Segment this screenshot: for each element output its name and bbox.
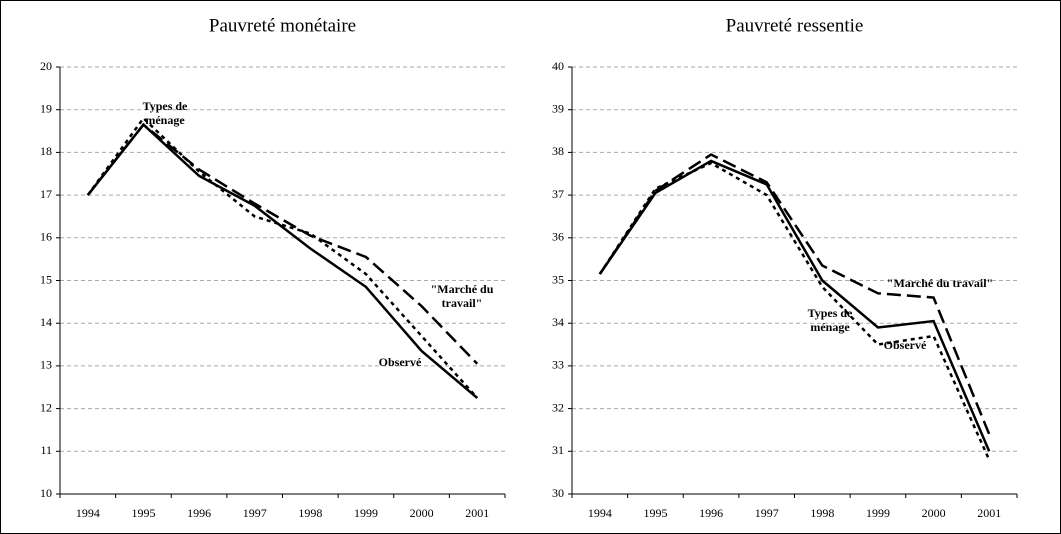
x-tick-label: 1999 (354, 506, 378, 520)
y-tick-label: 18 (40, 144, 52, 158)
y-tick-label: 35 (552, 272, 564, 286)
x-tick-label: 2000 (922, 506, 946, 520)
x-tick-label: 1995 (131, 506, 155, 520)
series-line (598, 159, 991, 452)
y-tick-label: 19 (40, 101, 52, 115)
y-tick-label: 20 (40, 59, 52, 73)
y-tick-label: 11 (40, 443, 52, 457)
y-tick-label: 31 (552, 443, 564, 457)
x-tick-label: 1994 (76, 506, 100, 520)
y-tick-label: 17 (40, 187, 52, 201)
series-line (86, 116, 479, 399)
x-tick-label: 2000 (410, 506, 434, 520)
series-label: Types de ménage (807, 306, 853, 334)
series-label: "Marché du travail" (886, 276, 994, 290)
series-label: Observé (378, 355, 422, 369)
y-tick-label: 34 (552, 315, 564, 329)
x-tick-label: 1997 (755, 506, 779, 520)
chart-title: Pauvreté monétaire (209, 15, 356, 36)
y-tick-label: 40 (552, 59, 564, 73)
y-tick-label: 33 (552, 358, 564, 372)
y-tick-label: 10 (40, 486, 52, 500)
chart-title: Pauvreté ressentie (726, 15, 864, 36)
series-line (86, 122, 479, 365)
x-tick-label: 2001 (465, 506, 489, 520)
y-tick-label: 37 (552, 187, 564, 201)
y-tick-label: 36 (552, 230, 564, 244)
y-tick-label: 14 (40, 315, 52, 329)
x-tick-label: 1998 (298, 506, 322, 520)
y-tick-label: 13 (40, 358, 52, 372)
x-tick-label: 1997 (243, 506, 267, 520)
x-tick-label: 1999 (866, 506, 890, 520)
x-tick-label: 2001 (977, 506, 1001, 520)
y-tick-label: 32 (552, 400, 564, 414)
x-tick-label: 1995 (643, 506, 667, 520)
series-line (598, 153, 991, 435)
y-tick-label: 15 (40, 272, 52, 286)
series-label: Observé (883, 338, 927, 352)
y-tick-label: 39 (552, 101, 564, 115)
series-label: Types de ménage (142, 99, 188, 127)
y-tick-label: 38 (552, 144, 564, 158)
x-tick-label: 1998 (810, 506, 834, 520)
series-label: "Marché du travail" (430, 282, 494, 310)
y-tick-label: 16 (40, 230, 52, 244)
y-tick-label: 30 (552, 486, 564, 500)
x-tick-label: 1996 (187, 506, 211, 520)
x-tick-label: 1994 (588, 506, 612, 520)
x-tick-label: 1996 (699, 506, 723, 520)
y-tick-label: 12 (40, 400, 52, 414)
